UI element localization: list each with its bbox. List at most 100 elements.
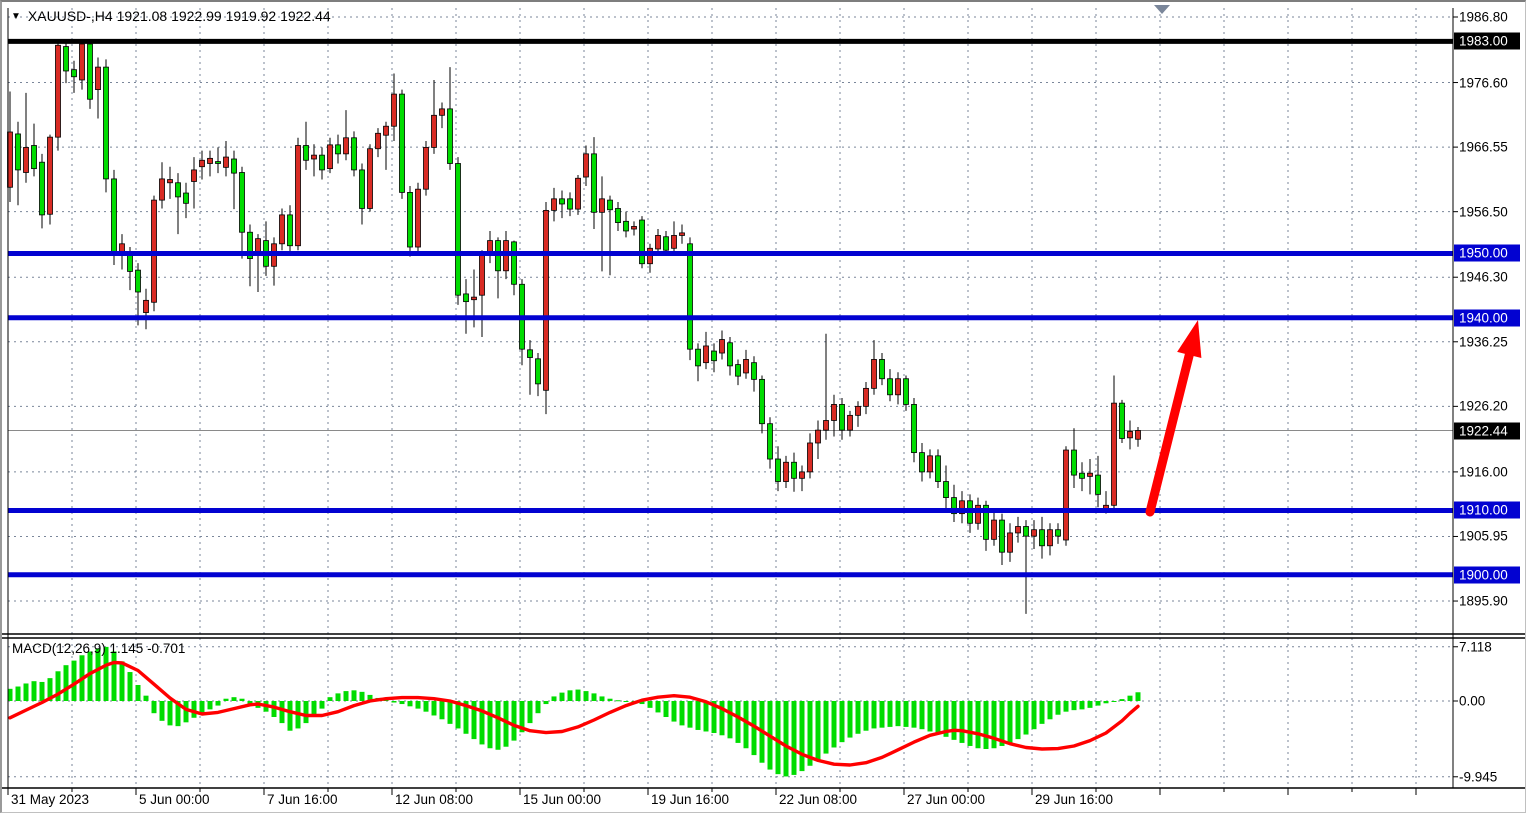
bull-candle: [95, 66, 101, 91]
macd-histogram-bar: [1103, 701, 1109, 704]
bull-candle: [1031, 529, 1037, 537]
macd-histogram-bar: [1023, 701, 1029, 735]
bear-candle: [695, 348, 701, 367]
price-tick-label: 1986.80: [1459, 9, 1508, 25]
macd-histogram-bar: [951, 701, 957, 740]
bear-candle: [919, 452, 925, 473]
macd-histogram-bar: [575, 689, 581, 701]
bull-candle: [223, 156, 229, 168]
bear-candle: [751, 362, 757, 380]
bull-candle: [1127, 431, 1133, 439]
bull-candle: [743, 359, 749, 374]
price-tick-label: 1966.55: [1459, 139, 1508, 155]
macd-histogram-bar: [935, 701, 941, 734]
macd-histogram-bar: [135, 684, 141, 701]
macd-histogram-bar: [1063, 701, 1069, 712]
bull-candle: [199, 159, 205, 168]
bull-candle: [783, 461, 789, 482]
level-price-label: 1900.00: [1454, 566, 1520, 584]
macd-histogram-bar: [671, 701, 677, 722]
bear-candle: [319, 154, 325, 171]
macd-histogram-bar: [703, 701, 709, 732]
symbol-dropdown-icon[interactable]: ▼: [11, 11, 21, 22]
macd-histogram-bar: [855, 701, 861, 734]
macd-histogram-bar: [999, 701, 1005, 746]
bear-candle: [607, 199, 613, 211]
bull-candle: [823, 420, 829, 431]
price-tick-label: 1936.25: [1459, 334, 1508, 350]
bull-candle: [847, 414, 853, 431]
bull-candle: [655, 235, 661, 250]
bear-candle: [127, 254, 133, 272]
macd-histogram-bar: [1087, 701, 1093, 708]
bull-candle: [543, 209, 549, 391]
macd-histogram-bar: [39, 681, 45, 701]
bull-candle: [831, 404, 837, 421]
bear-candle: [951, 497, 957, 515]
time-tick-label: 7 Jun 16:00: [267, 792, 338, 807]
bear-candle: [463, 293, 469, 303]
bear-candle: [39, 161, 45, 216]
bull-candle: [1015, 526, 1021, 534]
macd-histogram-bar: [1071, 701, 1077, 711]
bull-candle: [55, 44, 61, 138]
macd-histogram-bar: [1015, 701, 1021, 740]
bear-candle: [887, 378, 893, 396]
macd-histogram-bar: [807, 701, 813, 766]
macd-indicator-label: MACD(12,26,9) 1.145 -0.701: [12, 641, 186, 656]
bear-candle: [839, 404, 845, 431]
time-tick-label: 22 Jun 08:00: [779, 792, 858, 807]
bull-candle: [279, 214, 285, 245]
macd-histogram-bar: [1095, 701, 1101, 706]
bull-candle: [255, 238, 261, 252]
bear-candle: [567, 198, 573, 210]
macd-histogram-bar: [559, 692, 565, 701]
macd-histogram-bar: [407, 701, 413, 707]
chart-shift-marker[interactable]: [1154, 5, 1170, 14]
bear-candle: [935, 455, 941, 482]
macd-histogram-bar: [607, 698, 613, 701]
trend-arrow-shaft[interactable]: [1145, 344, 1196, 517]
macd-tick-label: 7.118: [1459, 639, 1492, 655]
macd-histogram-bar: [335, 693, 341, 701]
current-price-label: 1922.44: [1454, 422, 1520, 439]
bull-candle: [671, 235, 677, 249]
macd-histogram-bar: [351, 690, 357, 701]
bear-candle: [351, 137, 357, 171]
bear-candle: [791, 461, 797, 479]
bear-candle: [1039, 529, 1045, 547]
macd-histogram-bar: [895, 701, 901, 727]
macd-histogram-bar: [567, 690, 573, 701]
trend-arrow-head[interactable]: [1177, 320, 1202, 358]
macd-histogram-bar: [831, 701, 837, 748]
macd-histogram-bar: [711, 701, 717, 734]
bull-candle: [679, 232, 685, 236]
price-tick-label: 1926.20: [1459, 398, 1508, 414]
bear-candle: [759, 378, 765, 425]
macd-histogram-bar: [479, 701, 485, 745]
macd-histogram-bar: [695, 701, 701, 730]
bear-candle: [1055, 529, 1061, 537]
macd-histogram-bar: [919, 701, 925, 730]
bear-candle: [231, 158, 237, 174]
bear-candle: [87, 43, 93, 100]
macd-histogram-bar: [511, 701, 517, 741]
bull-candle: [471, 296, 477, 301]
bear-candle: [111, 178, 117, 254]
bear-candle: [447, 108, 453, 164]
time-tick-label: 27 Jun 00:00: [907, 792, 986, 807]
bull-candle: [1087, 472, 1093, 477]
bull-candle: [479, 254, 485, 296]
bull-candle: [863, 387, 869, 407]
symbol-title-bar: ▼ XAUUSD-,H4 1921.08 1922.99 1919.92 1922…: [11, 8, 331, 24]
macd-histogram-bar: [799, 701, 805, 772]
bear-candle: [1119, 402, 1125, 439]
macd-histogram-bar: [1079, 701, 1085, 710]
bear-candle: [287, 214, 293, 247]
level-price-label: 1910.00: [1454, 501, 1520, 519]
bull-candle: [143, 299, 149, 313]
bear-candle: [31, 145, 37, 170]
bear-candle: [775, 458, 781, 482]
macd-histogram-bar: [231, 697, 237, 701]
